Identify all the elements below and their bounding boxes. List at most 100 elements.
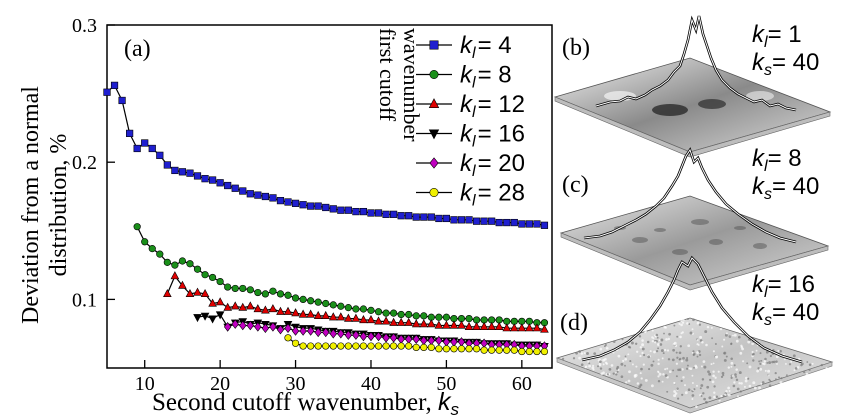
data-point <box>291 199 300 207</box>
data-point <box>344 313 353 322</box>
data-point <box>359 315 368 324</box>
data-point <box>313 310 323 319</box>
data-point <box>208 176 217 184</box>
data-point <box>412 334 420 344</box>
data-point <box>442 320 451 329</box>
data-point <box>472 217 481 225</box>
data-point <box>291 326 300 336</box>
series-2 <box>163 271 549 333</box>
data-point <box>337 206 345 214</box>
data-point <box>374 209 383 217</box>
data-point <box>148 245 156 253</box>
data-point <box>540 347 549 356</box>
data-point <box>230 301 240 310</box>
data-point <box>322 203 330 212</box>
data-point <box>381 316 391 325</box>
y-axis-label-line2: distribution, % <box>46 134 72 277</box>
data-point <box>465 216 473 224</box>
data-point <box>276 324 285 335</box>
data-point <box>171 261 179 269</box>
data-point <box>178 168 187 176</box>
data-point <box>329 342 337 350</box>
data-point <box>396 317 406 326</box>
data-point <box>276 197 285 205</box>
data-point <box>397 212 405 220</box>
data-point <box>178 257 187 265</box>
data-point <box>449 320 459 329</box>
data-point <box>344 304 352 312</box>
data-point <box>351 313 361 322</box>
data-point <box>359 305 368 313</box>
data-point <box>435 313 443 321</box>
data-point <box>509 323 519 332</box>
legend-entry: kl= 8 <box>416 62 512 92</box>
data-point <box>411 319 421 328</box>
data-point <box>442 313 451 321</box>
surface-c-kl: kl= 8 <box>752 145 802 175</box>
plot-frame <box>106 24 553 369</box>
x-axis-label-text: Second cutoff wavenumber, <box>152 389 438 416</box>
data-point <box>367 342 375 350</box>
data-point <box>382 309 390 317</box>
data-point <box>110 81 119 89</box>
surface-d-side <box>556 357 833 414</box>
data-point <box>141 238 149 246</box>
data-point <box>502 323 512 332</box>
data-point <box>276 290 285 298</box>
x-axis-label: Second cutoff wavenumber, ks <box>152 388 459 417</box>
data-point <box>344 330 353 340</box>
data-point <box>299 295 307 304</box>
surface-d-kl: kl= 16 <box>752 271 815 301</box>
data-point <box>405 212 413 220</box>
data-point <box>299 342 307 350</box>
data-point <box>126 129 134 137</box>
data-point <box>337 342 345 350</box>
panel-label-a: (a) <box>124 36 151 62</box>
data-point <box>170 271 180 280</box>
data-point <box>390 342 398 350</box>
data-point <box>427 213 435 221</box>
data-point <box>389 317 398 326</box>
x-axis-label-var: k <box>438 388 452 416</box>
data-point <box>314 298 322 306</box>
data-point <box>337 328 345 339</box>
data-point <box>367 306 375 314</box>
y-axis-label: Deviation from a normal distribution, % <box>18 86 72 324</box>
data-point <box>420 312 428 320</box>
x-tick-label: 60 <box>512 373 532 395</box>
data-point <box>261 305 270 314</box>
data-point <box>141 139 149 147</box>
data-point <box>268 304 278 313</box>
data-point <box>525 220 533 228</box>
data-point <box>246 320 254 331</box>
data-point <box>397 310 405 319</box>
data-point <box>479 321 489 330</box>
data-point <box>344 342 352 350</box>
data-point <box>231 184 239 192</box>
data-point <box>412 312 420 320</box>
data-point <box>193 265 202 273</box>
data-point <box>254 322 262 332</box>
panel-label-d: (d) <box>560 310 588 336</box>
surface-panel-b: (b) kl= 1 ks= 40 <box>553 15 832 158</box>
data-point <box>200 312 210 321</box>
data-point <box>103 88 111 96</box>
data-point <box>291 308 300 317</box>
data-point <box>352 330 360 340</box>
legend-entry: kl= 16 <box>416 121 525 151</box>
data-point <box>494 321 504 330</box>
data-point <box>450 345 458 353</box>
data-point <box>367 209 375 217</box>
data-point <box>156 250 164 258</box>
data-point <box>359 331 368 342</box>
legend-entry: kl= 20 <box>416 150 525 180</box>
data-point <box>450 216 458 224</box>
data-point <box>397 342 405 350</box>
data-point <box>298 309 308 318</box>
data-point <box>352 342 360 350</box>
data-point <box>405 310 413 319</box>
data-point <box>344 206 352 214</box>
data-point <box>457 320 466 329</box>
surface-c-side <box>560 232 829 291</box>
chart-panel-a: 0.1 0.2 0.3 10 20 30 40 50 60 (a) Deviation fro… <box>18 15 553 417</box>
